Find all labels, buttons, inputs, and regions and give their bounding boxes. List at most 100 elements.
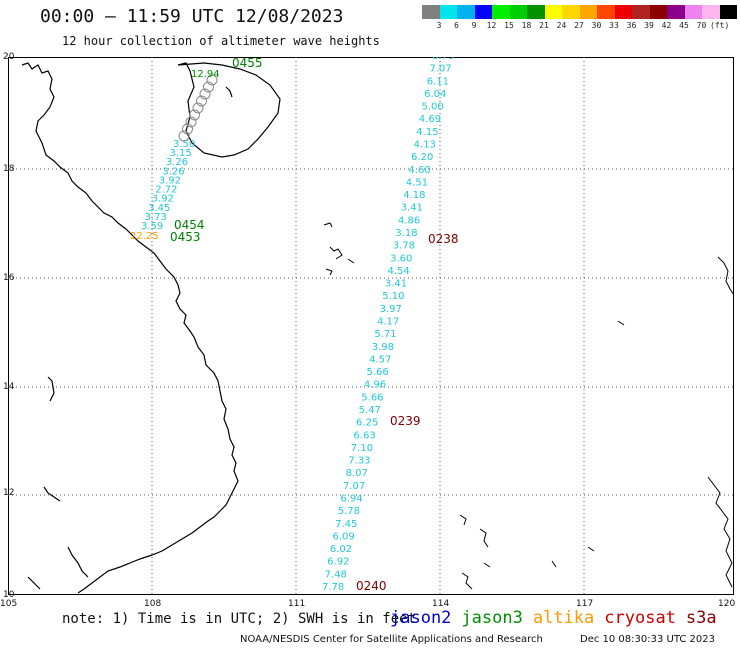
wave-height-value: 4.15 (416, 127, 438, 138)
pass-time-label: 0454 (174, 218, 205, 232)
colorbar-swatch (597, 5, 615, 19)
wave-height-value: 2.72 (155, 185, 177, 196)
wave-height-value: 6.25 (356, 418, 378, 429)
colorbar-swatch (632, 5, 650, 19)
generated-timestamp: Dec 10 08:30:33 UTC 2023 (580, 634, 715, 645)
wave-height-value: 5.00 (422, 102, 444, 113)
wave-height-value: 5.71 (374, 329, 396, 340)
wave-height-value: 7.78 (322, 582, 344, 593)
wave-height-value: 3.45 (148, 203, 170, 214)
legend-jason3: jason3 (461, 608, 523, 628)
legend-s3a: s3a (685, 608, 717, 628)
track-marker (206, 74, 218, 86)
wave-height-value: 5.47 (359, 405, 381, 416)
wave-height-value: 3.92 (152, 194, 174, 205)
track-marker (196, 95, 207, 107)
latitude-tick: 12 (3, 488, 15, 498)
wave-height-value: 5.10 (382, 291, 404, 302)
colorbar-label: 30 (591, 21, 602, 30)
wave-height-value: 4.69 (419, 114, 441, 125)
legend-cryosat: cryosat (604, 608, 676, 628)
colorbar-label: 18 (521, 21, 532, 30)
wave-height-value: 4.51 (406, 177, 428, 188)
track-marker (192, 102, 204, 114)
colorbar-label: (ft) (710, 21, 730, 30)
track-marker (178, 130, 190, 142)
footer-note: note: 1) Time is in UTC; 2) SWH is in fe… (62, 611, 417, 627)
wave-height-value: 3.50 (173, 139, 195, 150)
colorbar-label: 33 (609, 21, 619, 30)
wave-height-value: 4.13 (414, 140, 436, 151)
colorbar-swatch (684, 5, 702, 19)
map-subtitle: 12 hour collection of altimeter wave hei… (62, 34, 380, 48)
colorbar-label: 45 (679, 21, 689, 30)
wave-height-value: 3.41 (401, 203, 423, 214)
latitude-tick: 10 (3, 590, 15, 600)
wave-height-value: 6.09 (332, 531, 354, 542)
wave-height-value: 3.78 (393, 241, 415, 252)
pass-time-label: 0240 (356, 579, 387, 593)
wave-height-value: 8.07 (346, 468, 368, 479)
latitude-tick: 14 (3, 382, 15, 392)
colorbar-swatch (614, 5, 632, 19)
colorbar-label: 9 (471, 21, 477, 30)
colorbar-swatch (579, 5, 597, 19)
colorbar-swatch (509, 5, 527, 19)
wave-height-value: 4.17 (377, 317, 399, 328)
colorbar-swatch (649, 5, 667, 19)
hainan-island (177, 62, 281, 158)
pass-time-label: 0455 (232, 57, 263, 70)
wave-height-value: 3.15 (169, 148, 191, 159)
wave-height-value: 4.57 (369, 354, 391, 365)
colorbar-label: 3 (436, 21, 442, 30)
pass-time-label: 0238 (428, 232, 459, 246)
wave-height-value: 5.66 (361, 392, 383, 403)
longitude-tick: 108 (144, 599, 162, 609)
track-marker (203, 81, 214, 93)
pass-time-label: 0453 (170, 230, 201, 244)
wave-height-value: 4.60 (408, 165, 430, 176)
credit-line: NOAA/NESDIS Center for Satellite Applica… (240, 634, 543, 645)
colorbar-swatch (667, 5, 685, 19)
latitude-tick: 20 (3, 52, 15, 62)
islands (323, 222, 734, 590)
wave-height-value: 7.07 (343, 481, 365, 492)
wave-height-value: 6.73 (432, 57, 454, 62)
wave-height-value-altika: 22.25 (130, 231, 159, 242)
colorbar-label: 21 (539, 21, 549, 30)
colorbar-swatch (474, 5, 492, 19)
track-marker (185, 116, 197, 128)
colorbar-swatch (719, 5, 737, 19)
pass-time-label: 0239 (390, 414, 421, 428)
longitude-tick: 111 (288, 599, 306, 609)
longitude-tick: 117 (576, 599, 594, 609)
colorbar-swatch (544, 5, 562, 19)
wave-height-value: 6.02 (330, 544, 352, 555)
legend-jason2: jason2 (390, 608, 452, 628)
wave-height-value: 4.18 (403, 190, 425, 201)
wave-height-value: 6.94 (340, 494, 362, 505)
coastline (21, 62, 239, 594)
colorbar-swatch (527, 5, 545, 19)
track-marker (199, 88, 211, 100)
colorbar-label: 42 (661, 21, 672, 30)
wave-height-value: 3.60 (390, 253, 412, 264)
wave-height-value: 4.54 (387, 266, 409, 277)
colorbar-swatch (492, 5, 510, 19)
wave-height-value: 3.98 (372, 342, 394, 353)
wave-height-value-jason3: 12.94 (191, 69, 220, 80)
colorbar-label: 39 (644, 21, 654, 30)
wave-height-value: 5.66 (367, 367, 389, 378)
wave-height-value: 7.07 (429, 64, 451, 75)
colorbar-swatch (457, 5, 475, 19)
wave-height-value: 6.92 (327, 557, 349, 568)
wave-height-value: 4.96 (364, 380, 386, 391)
colorbar-label: 12 (486, 21, 497, 30)
latitude-tick: 16 (3, 273, 15, 283)
wave-height-value: 6.63 (353, 430, 375, 441)
wave-height-value: 3.92 (159, 175, 181, 186)
wave-height-value: 6.04 (424, 89, 446, 100)
colorbar-label: 27 (574, 21, 584, 30)
wave-height-value: 5.78 (338, 506, 360, 517)
wave-height-value: 3.97 (380, 304, 402, 315)
